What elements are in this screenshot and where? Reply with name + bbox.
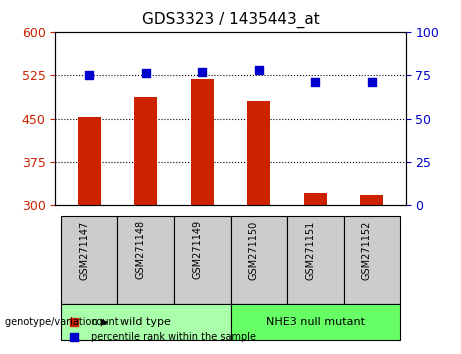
Text: GSM271148: GSM271148 <box>136 220 146 280</box>
FancyBboxPatch shape <box>61 304 230 340</box>
FancyBboxPatch shape <box>174 216 230 304</box>
FancyBboxPatch shape <box>118 216 174 304</box>
Bar <box>304 193 326 205</box>
Text: GSM271151: GSM271151 <box>305 220 315 280</box>
Text: NHE3 null mutant: NHE3 null mutant <box>266 317 365 327</box>
FancyBboxPatch shape <box>230 304 400 340</box>
Text: genotype/variation ▶: genotype/variation ▶ <box>5 317 108 327</box>
Text: wild type: wild type <box>120 317 171 327</box>
Point <box>312 79 319 85</box>
Point <box>255 67 262 73</box>
Point <box>142 71 149 76</box>
Bar <box>78 118 100 205</box>
Legend: count, percentile rank within the sample: count, percentile rank within the sample <box>60 313 260 346</box>
FancyBboxPatch shape <box>230 216 287 304</box>
Text: GSM271147: GSM271147 <box>79 220 89 280</box>
Point <box>86 73 93 78</box>
Bar <box>135 97 157 205</box>
Text: GSM271150: GSM271150 <box>249 220 259 280</box>
FancyBboxPatch shape <box>287 216 343 304</box>
Point <box>199 69 206 75</box>
FancyBboxPatch shape <box>343 216 400 304</box>
Bar <box>191 79 213 205</box>
Text: GSM271152: GSM271152 <box>362 220 372 280</box>
Bar <box>248 101 270 205</box>
Bar <box>361 195 383 205</box>
Text: GSM271149: GSM271149 <box>192 220 202 280</box>
Title: GDS3323 / 1435443_at: GDS3323 / 1435443_at <box>142 12 319 28</box>
Point <box>368 79 375 85</box>
FancyBboxPatch shape <box>61 216 118 304</box>
